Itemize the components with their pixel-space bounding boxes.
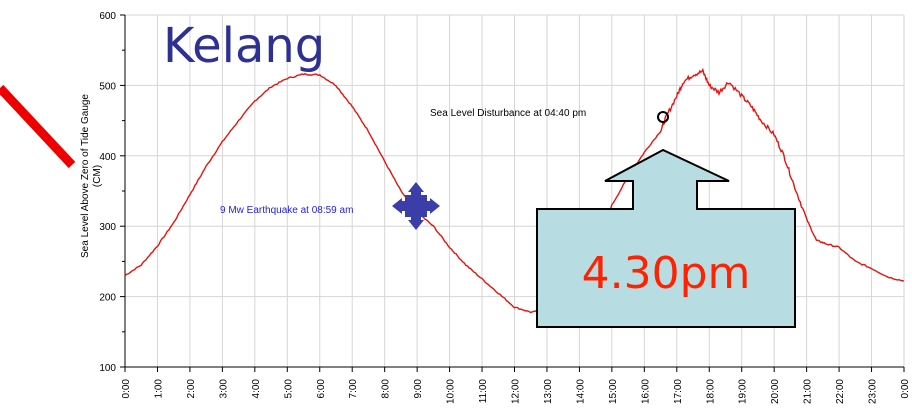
x-tick-label: 13:00 (543, 379, 554, 404)
x-tick-label: 0:00 (900, 379, 911, 399)
x-tick-label: 8:00 (381, 379, 392, 399)
y-tick-label: 400 (99, 152, 116, 163)
x-tick-label: 18:00 (705, 379, 716, 404)
x-tick-label: 7:00 (348, 379, 359, 399)
red-slash-mark (0, 84, 76, 169)
x-tick-label: 11:00 (478, 379, 489, 404)
x-tick-label: 23:00 (868, 379, 879, 404)
x-tick-label: 5:00 (283, 379, 294, 399)
x-tick-label: 21:00 (803, 379, 814, 404)
y-axis-label-line2: (CM) (92, 165, 103, 187)
x-tick-label: 14:00 (575, 379, 586, 404)
y-tick-label: 500 (99, 81, 116, 92)
x-tick-label: 3:00 (218, 379, 229, 399)
y-tick-label: 200 (99, 293, 116, 304)
x-tick-label: 2:00 (186, 379, 197, 399)
move-arrows-icon (392, 182, 440, 230)
x-tick-label: 12:00 (511, 379, 522, 404)
y-tick-labels: 100 200 300 400 500 600 (99, 11, 125, 374)
disturbance-annotation: Sea Level Disturbance at 04:40 pm (430, 108, 586, 119)
x-tick-label: 22:00 (835, 379, 846, 404)
x-tick-label: 16:00 (640, 379, 651, 404)
callout-arrow-box (536, 148, 796, 328)
y-tick-label: 300 (99, 222, 116, 233)
x-tick-label: 4:00 (251, 379, 262, 399)
y-tick-label: 100 (99, 363, 116, 374)
x-tick-label: 19:00 (738, 379, 749, 404)
x-tick-label: 1:00 (153, 379, 164, 399)
y-tick-label: 600 (99, 11, 116, 22)
callout-time-label: 4.30pm (582, 248, 751, 299)
disturbance-marker-circle (657, 111, 669, 123)
x-tick-label: 9:00 (413, 379, 424, 399)
move-arrows-center (405, 195, 427, 217)
x-tick-label: 17:00 (673, 379, 684, 404)
x-tick-label: 15:00 (608, 379, 619, 404)
chart-title: Kelang (163, 18, 325, 74)
earthquake-annotation: 9 Mw Earthquake at 08:59 am (220, 205, 353, 216)
x-tick-labels: 0:00 1:00 2:00 3:00 4:00 5:00 6:00 7:00 8:00 9:00… (121, 367, 911, 404)
x-tick-label: 6:00 (316, 379, 327, 399)
x-tick-label: 20:00 (770, 379, 781, 404)
y-axis-label-line1: Sea Level Above Zero of Tide Gauge (80, 94, 91, 258)
x-tick-label: 10:00 (446, 379, 457, 404)
x-tick-label: 0:00 (121, 379, 132, 399)
